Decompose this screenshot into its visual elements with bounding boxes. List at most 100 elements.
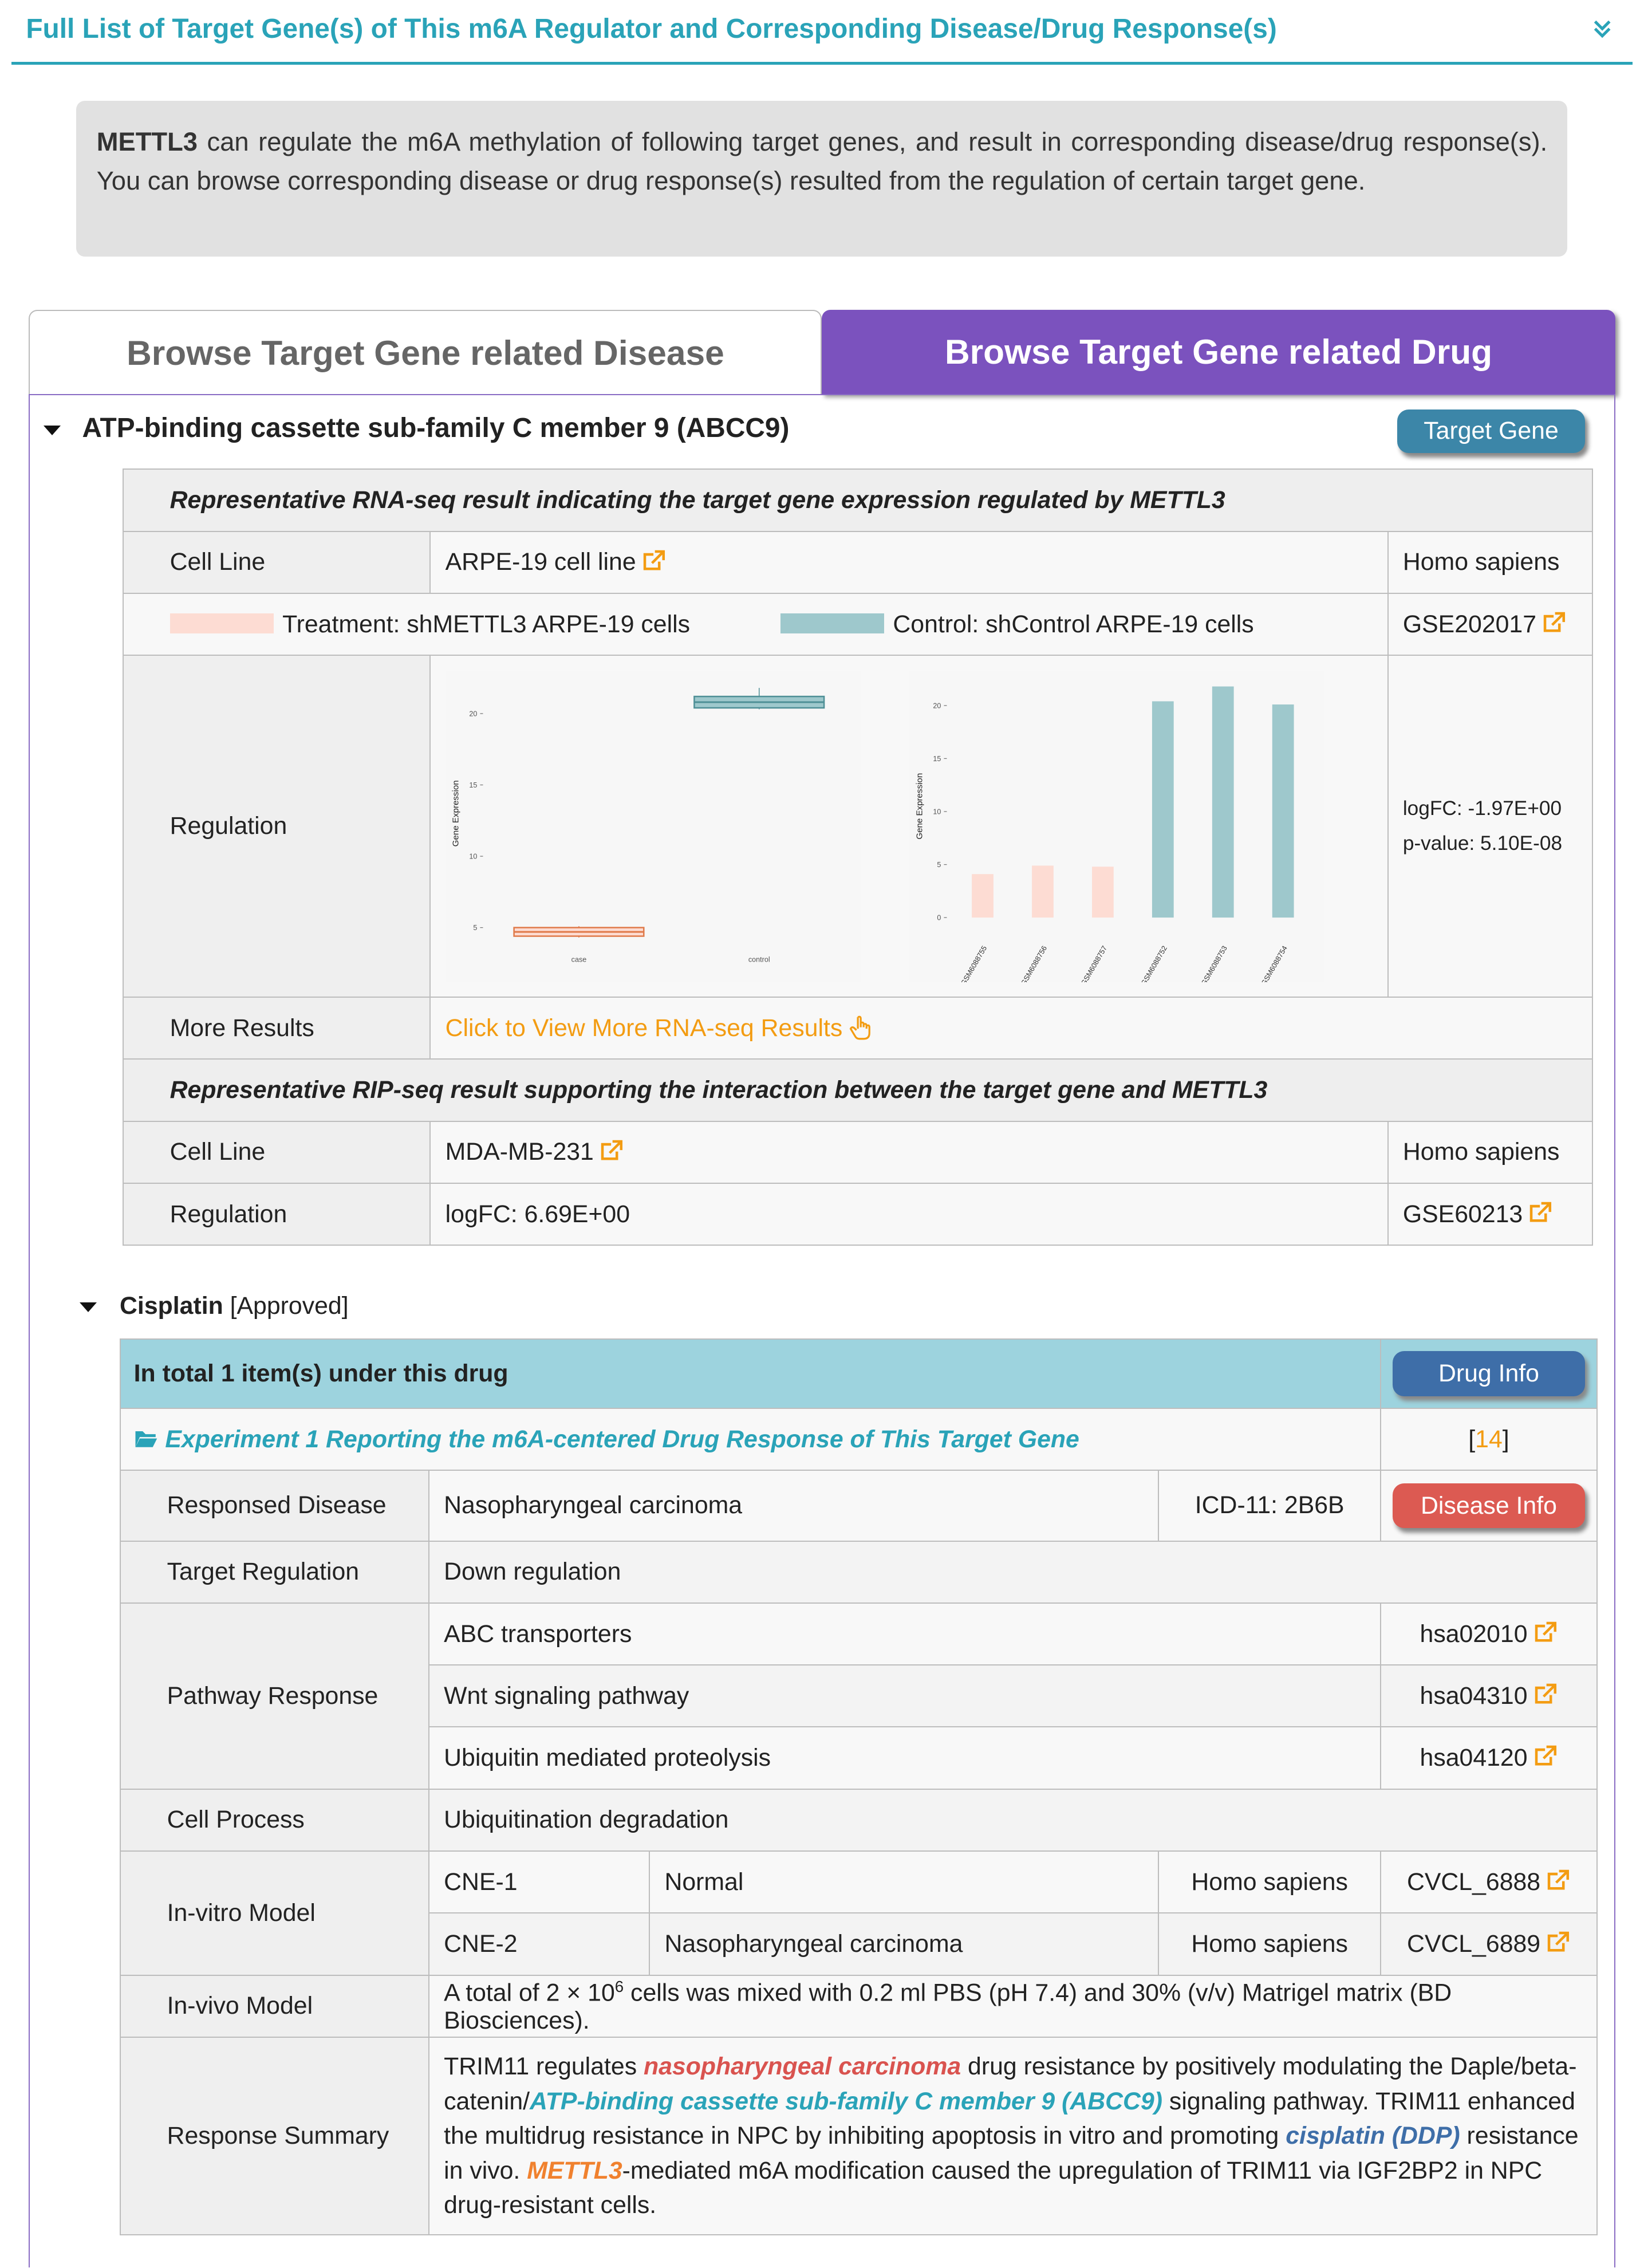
species: Homo sapiens [1158, 1850, 1382, 1914]
legend-swatch [780, 613, 885, 634]
external-link-icon[interactable] [1542, 611, 1567, 633]
chevron [1594, 20, 1611, 38]
cell: hsa02010 [1380, 1602, 1598, 1666]
dataset: GSE202017 [1402, 610, 1537, 638]
drug-total: In total 1 item(s) under this drug [120, 1338, 1382, 1409]
response-summary: TRIM11 regulates nasopharyngeal carcinom… [428, 2036, 1598, 2235]
drug-table: In total 1 item(s) under this drug Drug … [120, 1338, 1598, 2235]
icon [601, 1140, 622, 1160]
cell-line: CNE-2 [428, 1912, 650, 1976]
folder-path [135, 1431, 157, 1447]
y-tick-label: 15 [933, 755, 941, 763]
external-link-icon[interactable] [600, 1139, 624, 1161]
text: signaling pathway. TRIM11 enhanced the m… [444, 2087, 1575, 2150]
tab-active[interactable]: Browse Target Gene related Drug [822, 310, 1615, 394]
section-title[interactable]: Full List of Target Gene(s) of This m6A … [26, 13, 1277, 44]
icon [1547, 1931, 1570, 1952]
legend: Treatment: shMETTL3 ARPE-19 cells Contro… [123, 593, 1389, 656]
cellosaurus-id: CVCL_6889 [1406, 1930, 1541, 1958]
invitro-rows: In-vitro Model CNE-1 Normal Homo sapiens CVC… [120, 1850, 1598, 1976]
pathway-row: Wnt signaling pathway hsa04310 [120, 1664, 1598, 1728]
highlight: cisplatin (DDP) [1286, 2122, 1460, 2150]
disease: Nasopharyngeal carcinoma [649, 1912, 1160, 1976]
row-label: Cell Process [120, 1788, 429, 1852]
species: Homo sapiens [1387, 530, 1594, 594]
text: resistance in vivo. [444, 2122, 1579, 2184]
cell: CVCL_6888 [1380, 1850, 1598, 1914]
cell-line: CNE-1 [428, 1850, 650, 1914]
y-tick-label: 10 [933, 808, 941, 816]
x-tick-label: control [748, 955, 770, 963]
text: cells was mixed with 0.2 ml PBS (pH 7.4)… [444, 1978, 1452, 2034]
external-link-icon[interactable] [1533, 1620, 1558, 1643]
bracket: [ [1468, 1425, 1476, 1453]
icon [1535, 1746, 1556, 1766]
tab[interactable]: Browse Target Gene related Disease [29, 310, 822, 394]
external-link-icon[interactable] [642, 549, 667, 572]
bar [971, 873, 994, 918]
rnaseq-table: Representative RNA-seq result indicating… [123, 468, 1594, 1246]
table-heading: Representative RNA-seq result indicating… [123, 468, 1594, 532]
bar-chart: GSM6088755 GSM6088756 GSM6088757 GSM6088752… [909, 670, 1325, 987]
external-link-icon[interactable] [1533, 1682, 1558, 1705]
y-tick-label: 20 [933, 702, 941, 710]
bar [1152, 701, 1174, 918]
external-link-icon[interactable] [1528, 1200, 1553, 1223]
invivo-model: A total of 2 × 106 cells was mixed with … [428, 1974, 1598, 2038]
cell: Experiment 1 Reporting the m6A-centered … [120, 1407, 1382, 1471]
target-regulation: Down regulation [428, 1540, 1598, 1604]
row-label: Cell Line [123, 530, 431, 594]
bar [1031, 865, 1054, 918]
folder-icon [135, 1431, 157, 1447]
pathway-name: Wnt signaling pathway [428, 1664, 1382, 1728]
highlight: nasopharyngeal carcinoma [643, 2053, 961, 2081]
icon [1535, 1683, 1556, 1704]
plot-background [445, 670, 861, 982]
drug-info-button[interactable]: Drug Info [1393, 1351, 1585, 1396]
icon-path [1535, 1746, 1556, 1766]
expand-arrow[interactable] [79, 1302, 97, 1312]
expand-arrow[interactable] [43, 425, 61, 435]
intro-text: can regulate the m6A methylation of foll… [96, 127, 1548, 196]
cell: Click to View More RNA-seq Results [429, 997, 1594, 1060]
hand-icon[interactable] [849, 1014, 875, 1040]
x-tick-label: case [571, 955, 586, 963]
target-gene-button[interactable]: Target Gene [1397, 410, 1585, 453]
row-label: Response Summary [120, 2036, 429, 2235]
y-tick-label: 5 [473, 924, 477, 932]
superscript: 6 [614, 1977, 624, 1995]
text: A total of 2 × 10 [444, 1978, 615, 2006]
reference-number[interactable]: 14 [1475, 1425, 1503, 1453]
collapse-icon[interactable] [1591, 17, 1614, 40]
logfc: logFC: -1.97E+00 [1402, 797, 1562, 820]
y-axis-label: Gene Expression [451, 780, 460, 846]
more-results-link[interactable]: Click to View More RNA-seq Results [445, 1014, 843, 1042]
icon-path [1530, 1202, 1552, 1222]
pathway-rows: Pathway Response ABC transporters hsa02010… [120, 1602, 1598, 1790]
disease-name: Nasopharyngeal carcinoma [428, 1470, 1160, 1542]
icon-path [601, 1140, 622, 1160]
disease-info-button[interactable]: Disease Info [1393, 1483, 1585, 1528]
bar [1212, 686, 1234, 918]
external-link-icon[interactable] [1546, 1930, 1571, 1953]
icon [1543, 612, 1566, 632]
text: TRIM11 regulates [444, 2053, 644, 2081]
pathway-id: hsa02010 [1420, 1620, 1528, 1648]
bracket: ] [1502, 1425, 1509, 1453]
drug-status: [Approved] [230, 1292, 349, 1320]
external-link-icon[interactable] [1546, 1868, 1571, 1891]
y-tick-label: 5 [937, 861, 941, 869]
pathway-row: Pathway Response ABC transporters hsa02010 [120, 1602, 1598, 1790]
highlight: METTL3 [527, 2156, 622, 2184]
text: drug resistance by positively modulating… [444, 2053, 1577, 2115]
y-axis-label: Gene Expression [915, 773, 925, 840]
row-label: In-vitro Model [120, 1850, 429, 1976]
highlight: ATP-binding cassette sub-family C member… [530, 2087, 1163, 2115]
cell: CVCL_6889 [1380, 1912, 1598, 1976]
experiment-title[interactable]: Experiment 1 Reporting the m6A-centered … [165, 1425, 1079, 1453]
row-label: Regulation [123, 655, 431, 998]
external-link-icon[interactable] [1533, 1744, 1558, 1767]
box-chart: case control 5 10 15 20 Gene Expression [445, 670, 861, 982]
y-tick-label: 10 [469, 852, 477, 860]
